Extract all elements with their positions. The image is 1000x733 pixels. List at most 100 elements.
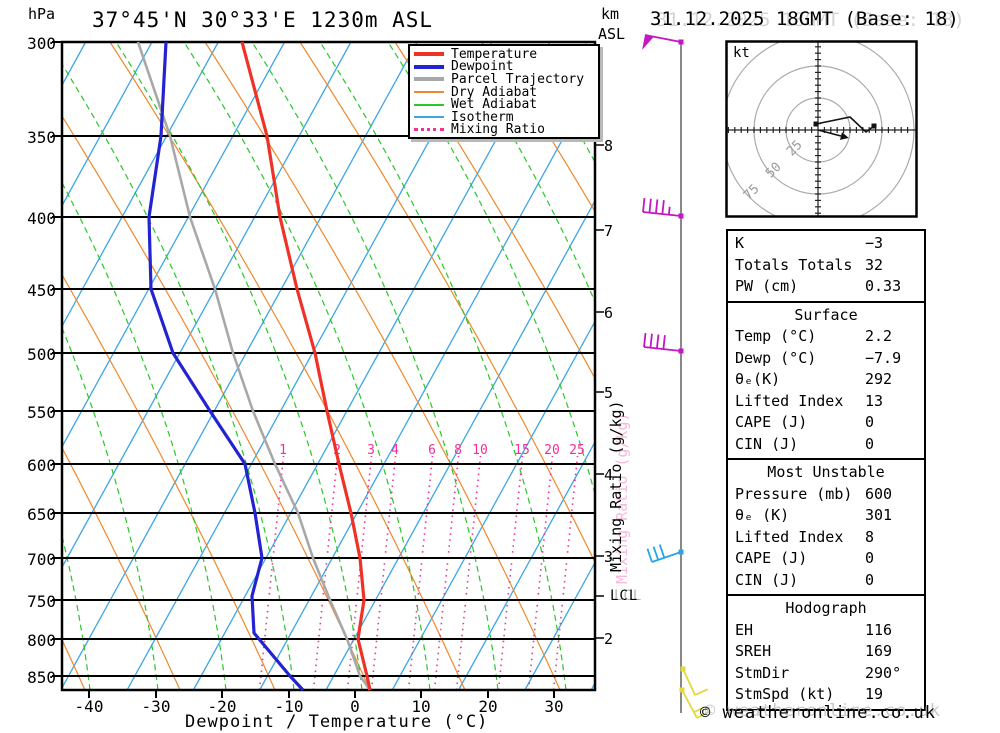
temp-tick--10: -10 [274, 697, 304, 716]
mixing-ratio-value-label: 3 [367, 443, 375, 458]
dewpoint-line-swatch [414, 64, 444, 69]
km-tick-4: 4 [604, 466, 614, 484]
legend-item-mixing-ratio: Mixing Ratio [414, 122, 594, 138]
legend-label: Dewpoint [451, 59, 514, 75]
stat-label: θₑ(K) [735, 370, 781, 388]
datetime-label: 31.12.2025 18GMT (Base: 18) [650, 8, 959, 30]
stat-label: θₑ (K) [735, 506, 790, 524]
km-tick-2: 2 [604, 630, 614, 648]
temp-tick-0: 0 [350, 697, 360, 716]
stat-value: 32 [865, 255, 884, 274]
km-unit-label: km [601, 5, 620, 23]
pressure-tick-550: 550 [27, 403, 56, 422]
pressure-tick-650: 650 [27, 505, 56, 524]
dry-adiabat-line-swatch [414, 91, 444, 94]
stat-label: StmDir [735, 663, 790, 682]
stats-section-hodograph: Hodograph EH 116 SREH 169 StmDir 290° StmSp… [726, 594, 926, 711]
stat-value: 8 [865, 527, 875, 546]
stat-value: 2.2 [865, 327, 893, 345]
temperature-line [240, 41, 372, 691]
hodograph-plot [725, 40, 918, 218]
legend-label: Isotherm [451, 109, 514, 125]
stats-section-surface: Surface Temp (°C) 2.2 Dewp (°C) −7.9 θₑ(K)… [726, 300, 926, 460]
wind-barb [643, 332, 684, 354]
section-header: Most Unstable [767, 463, 885, 481]
stat-value: 0 [865, 549, 875, 567]
km-tick-7: 7 [604, 222, 614, 240]
pressure-tick-350: 350 [27, 128, 56, 147]
stat-value: 292 [865, 370, 893, 388]
legend-item-parcel: Parcel Trajectory [414, 71, 594, 87]
legend-label: Mixing Ratio [451, 122, 545, 138]
stat-row-mu-thetae: θₑ (K) 301 [728, 505, 924, 527]
legend-label: Dry Adiabat [451, 84, 538, 100]
wet-adiabat-line-swatch [414, 103, 444, 106]
stat-label: CAPE (J) [735, 413, 808, 431]
stat-label: Dewp (°C) [735, 348, 817, 367]
legend-item-temperature: Temperature [414, 46, 594, 62]
stat-row-cin: CIN (J) 0 [728, 434, 924, 456]
hodograph-trace [815, 116, 875, 134]
stat-row-stmdir: StmDir 290° [728, 663, 924, 685]
stat-label: Pressure (mb) [735, 484, 853, 503]
stat-value: 600 [865, 484, 893, 503]
stat-value: 0.33 [865, 277, 902, 295]
stat-value: 13 [865, 391, 884, 410]
copyright-label: © weatheronline.co.uk [700, 703, 936, 723]
legend-item-isotherm: Isotherm [414, 109, 594, 125]
stat-label: PW (cm) [735, 277, 799, 295]
km-tick-3: 3 [604, 548, 614, 566]
mixing-ratio-value-label: 15 [514, 443, 530, 458]
stat-value: −3 [865, 234, 884, 252]
stat-row-temp: Temp (°C) 2.2 [728, 326, 924, 348]
pressure-tick-400: 400 [27, 209, 56, 228]
section-header: Surface [794, 305, 858, 324]
stat-label: StmSpd (kt) [735, 685, 835, 703]
stat-value: 0 [865, 570, 875, 589]
storm-motion-arrow [817, 129, 842, 137]
pressure-tick-500: 500 [27, 345, 56, 364]
mixing-ratio-value-label: 6 [428, 443, 436, 458]
stat-label: CIN (J) [735, 570, 799, 589]
legend-label: Wet Adiabat [451, 97, 538, 113]
stat-row-mu-pressure: Pressure (mb) 600 [728, 484, 924, 506]
wind-barb [646, 544, 684, 563]
km-tick-8: 8 [604, 137, 614, 155]
temp-tick-30: 30 [544, 697, 564, 716]
stat-value: −7.9 [865, 348, 902, 367]
section-header: Hodograph [785, 599, 867, 617]
mixing-ratio-value-label: 8 [454, 443, 462, 458]
parcel-trajectory-line [136, 41, 372, 691]
stat-label: SREH [735, 642, 772, 660]
pressure-tick-750: 750 [27, 592, 56, 611]
legend-item-wet-adiabat: Wet Adiabat [414, 97, 594, 113]
stat-value: 290° [865, 663, 902, 682]
stat-row-mu-cape: CAPE (J) 0 [728, 548, 924, 570]
temperature-line-swatch [414, 52, 444, 57]
stat-row-cape: CAPE (J) 0 [728, 412, 924, 434]
mixing-ratio-value-label: 4 [391, 443, 399, 458]
stat-value: 301 [865, 506, 893, 524]
pressure-tick-850: 850 [27, 668, 56, 687]
stat-label: EH [735, 620, 754, 639]
mixing-ratio-value-label: 20 [544, 443, 560, 458]
km-tick-6: 6 [604, 304, 614, 322]
temp-tick--40: -40 [74, 697, 104, 716]
stat-row-sreh: SREH 169 [728, 641, 924, 663]
legend-label: Parcel Trajectory [451, 71, 585, 87]
stat-row-stmspd: StmSpd (kt) 19 [728, 684, 924, 706]
stat-label: Lifted Index [735, 391, 844, 410]
hodograph-unit-label: kt [733, 45, 750, 61]
stats-section-indices: K −3 Totals Totals 32 PW (cm) 0.33 [726, 229, 926, 303]
lcl-marker-label: LCL [610, 588, 639, 604]
stat-row-pw: PW (cm) 0.33 [728, 276, 924, 298]
mixing-axis-label: Mixing Ratio (g/kg) [607, 400, 625, 572]
wind-barb [679, 687, 710, 719]
legend-label: Temperature [451, 46, 538, 62]
stats-panel: K −3 Totals Totals 32 PW (cm) 0.33 Surface … [726, 229, 926, 711]
temp-tick-20: 20 [478, 697, 498, 716]
legend-box: Temperature Dewpoint Parcel Trajectory D… [408, 44, 600, 140]
pressure-unit-label: hPa [28, 5, 56, 23]
stat-value: 0 [865, 413, 875, 431]
